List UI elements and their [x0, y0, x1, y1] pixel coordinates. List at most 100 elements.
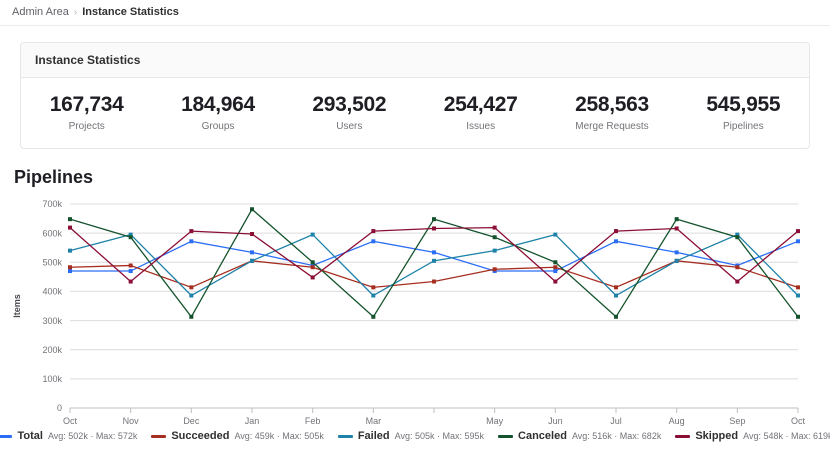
data-point[interactable] [371, 315, 376, 320]
page-title: Pipelines [14, 167, 94, 188]
data-point[interactable] [614, 239, 618, 244]
data-point[interactable] [371, 285, 376, 290]
x-tick-label: Oct [63, 416, 78, 426]
data-point[interactable] [371, 239, 376, 244]
data-point[interactable] [310, 260, 315, 265]
data-point[interactable] [371, 229, 376, 234]
stat-issues: 254,427 Issues [415, 92, 546, 132]
data-point[interactable] [492, 248, 497, 253]
y-tick-label: 0 [57, 403, 62, 413]
x-tick-label: Aug [669, 416, 685, 426]
stat-merge-requests: 258,563 Merge Requests [546, 92, 677, 132]
data-point[interactable] [674, 226, 679, 231]
legend-color-swatch [337, 434, 353, 438]
legend-item-skipped[interactable]: Skipped Avg: 548k · Max: 619k [675, 430, 830, 442]
data-point[interactable] [553, 232, 558, 237]
data-point[interactable] [128, 232, 133, 237]
stat-value: 254,427 [443, 93, 518, 116]
data-point[interactable] [189, 315, 194, 320]
y-tick-label: 400k [42, 287, 62, 297]
legend-color-swatch [151, 434, 167, 438]
legend-series-name: Succeeded [171, 430, 230, 443]
legend-color-swatch [0, 434, 13, 438]
data-point[interactable] [492, 225, 497, 230]
data-point[interactable] [796, 285, 800, 290]
data-point[interactable] [250, 259, 254, 264]
data-point[interactable] [553, 265, 558, 270]
legend-item-failed[interactable]: Failed Avg: 505k · Max: 595k [337, 430, 485, 443]
stat-label: Merge Requests [575, 121, 649, 133]
data-point[interactable] [432, 250, 436, 255]
data-point[interactable] [189, 293, 194, 298]
x-tick-label: Feb [305, 416, 321, 426]
data-point[interactable] [735, 279, 740, 284]
stat-label: Groups [201, 121, 235, 133]
data-point[interactable] [553, 279, 558, 284]
data-point[interactable] [796, 315, 800, 320]
data-point[interactable] [674, 259, 679, 264]
data-point[interactable] [553, 269, 558, 274]
legend-item-canceled[interactable]: Canceled Avg: 516k · Max: 682k [498, 430, 661, 442]
data-point[interactable] [492, 235, 497, 240]
stat-label: Issues [466, 121, 496, 133]
data-point[interactable] [432, 226, 436, 231]
data-point[interactable] [250, 250, 254, 255]
data-point[interactable] [735, 265, 740, 270]
chart-legend: Total Avg: 502k · Max: 572k Succeeded Avg: … [0, 430, 830, 442]
data-point[interactable] [432, 279, 436, 284]
data-point[interactable] [310, 275, 315, 280]
data-point[interactable] [189, 239, 194, 244]
data-point[interactable] [68, 248, 72, 253]
legend-series-stats: Avg: 459k · Max: 505k [234, 431, 324, 442]
y-tick-label: 100k [42, 374, 62, 384]
data-point[interactable] [492, 267, 497, 272]
x-tick-label: Mar [366, 416, 382, 426]
stat-label: Projects [68, 121, 105, 133]
data-point[interactable] [614, 293, 618, 298]
data-point[interactable] [553, 260, 558, 265]
data-point[interactable] [371, 293, 376, 298]
data-point[interactable] [68, 217, 72, 222]
data-point[interactable] [128, 279, 133, 284]
legend-item-total[interactable]: Total Avg: 502k · Max: 572k [0, 430, 137, 442]
legend-series-name: Failed [357, 430, 390, 443]
stat-label: Users [336, 121, 363, 133]
series-line-canceled [69, 208, 799, 319]
data-point[interactable] [432, 217, 436, 222]
data-point[interactable] [796, 229, 800, 234]
data-point[interactable] [189, 285, 194, 290]
data-point[interactable] [674, 217, 679, 222]
data-point[interactable] [614, 315, 618, 320]
data-point[interactable] [250, 232, 254, 237]
legend-item-succeeded[interactable]: Succeeded Avg: 459k · Max: 505k [151, 430, 324, 443]
breadcrumb: Admin Area › Instance Statistics [0, 0, 830, 26]
data-point[interactable] [68, 265, 72, 270]
data-point[interactable] [128, 235, 133, 240]
x-tick-label: Jan [245, 416, 260, 426]
data-point[interactable] [796, 239, 800, 244]
stat-label: Pipelines [723, 121, 764, 133]
x-tick-label: Jun [548, 416, 563, 426]
data-point[interactable] [128, 269, 133, 274]
data-point[interactable] [614, 285, 618, 290]
legend-series-stats: Avg: 516k · Max: 682k [571, 431, 662, 442]
data-point[interactable] [68, 269, 72, 274]
data-point[interactable] [189, 229, 194, 234]
x-tick-label: Jul [610, 416, 622, 426]
data-point[interactable] [735, 235, 740, 240]
data-point[interactable] [310, 265, 315, 270]
data-point[interactable] [735, 232, 740, 237]
legend-color-swatch [498, 434, 514, 438]
x-tick-label: Nov [123, 416, 140, 426]
data-point[interactable] [310, 232, 315, 237]
data-point[interactable] [68, 225, 72, 230]
data-point[interactable] [128, 263, 133, 268]
breadcrumb-root-link[interactable]: Admin Area [12, 6, 69, 18]
data-point[interactable] [796, 293, 800, 298]
y-axis-title: Items [12, 294, 22, 318]
data-point[interactable] [250, 207, 254, 212]
legend-series-stats: Avg: 505k · Max: 595k [394, 431, 485, 442]
data-point[interactable] [674, 250, 679, 255]
data-point[interactable] [614, 229, 618, 234]
data-point[interactable] [432, 259, 436, 264]
